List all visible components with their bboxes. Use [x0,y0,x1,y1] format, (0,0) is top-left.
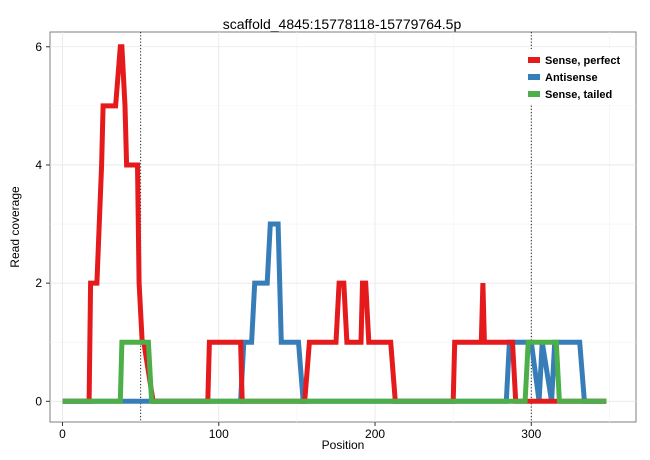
y-axis-label: Read coverage [8,186,22,268]
y-tick-label: 4 [35,158,42,172]
legend-swatch [528,57,540,63]
x-tick-label: 300 [521,427,541,441]
legend-label: Sense, perfect [545,55,621,67]
x-axis-label: Position [322,438,365,452]
y-tick-label: 6 [35,40,42,54]
y-tick-label: 0 [35,394,42,408]
chart-title: scaffold_4845:15778118-15779764.5p [223,16,462,32]
series-line-sense-tailed [62,339,607,404]
series-layer [62,44,607,404]
legend-swatch [528,91,540,97]
legend-swatch [528,74,540,80]
x-tick-label: 0 [59,427,66,441]
legend: Sense, perfect Antisense Sense, tailed [524,49,625,104]
x-tick-label: 200 [365,427,385,441]
legend-label: Antisense [545,72,598,84]
legend-box [524,49,625,104]
series-line-sense-perfect [62,44,607,404]
x-tick-label: 100 [209,427,229,441]
y-tick-label: 2 [35,276,42,290]
grid-layer [50,32,636,422]
legend-label: Sense, tailed [545,89,612,101]
axis-ticks: 0 100 200 300 0 2 4 6 [35,40,541,441]
